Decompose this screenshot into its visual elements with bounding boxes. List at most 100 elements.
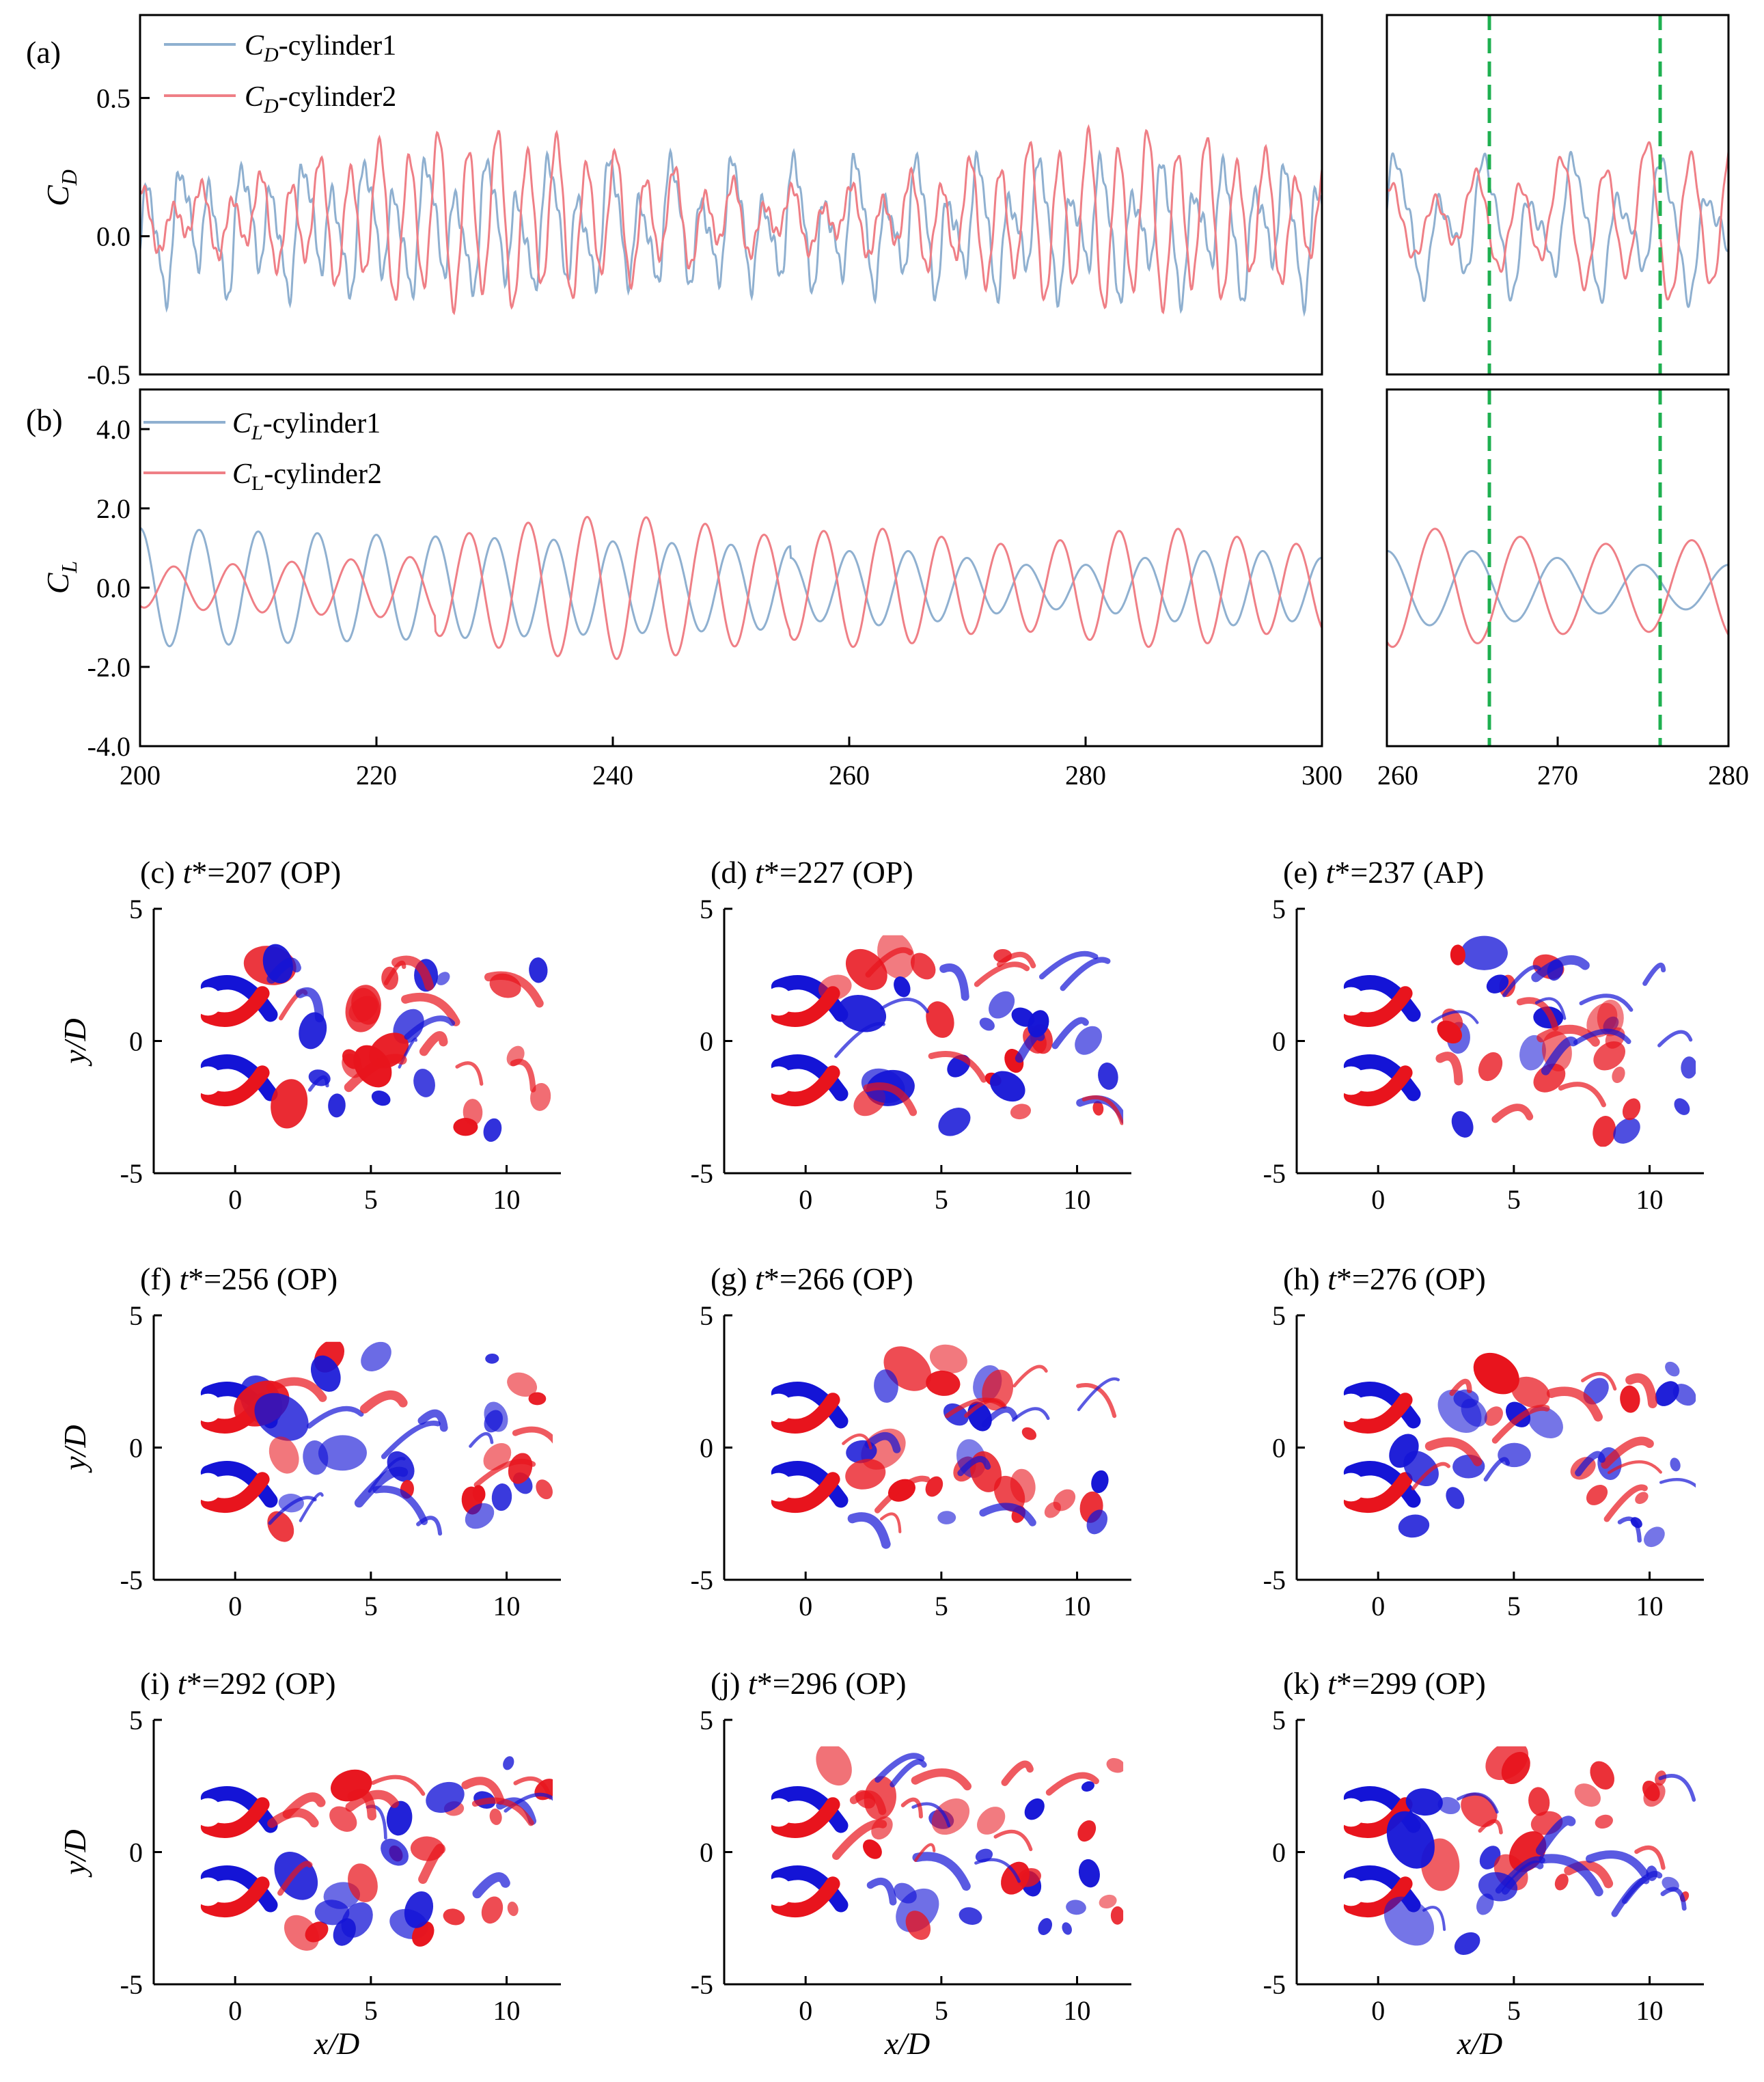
axes-frame-b-inset [1386,388,1730,748]
vortex [1674,1098,1690,1115]
vorticity-panels: (c) t*=207 (OP) 5 0 -5 0 5 10 y/D (d) t*=227 (OP… [57,855,1704,2061]
vortex-streak [1541,1037,1578,1076]
vortex-streak [1478,1819,1503,1835]
vorticity-field [771,1746,1124,1941]
vortex-streak [1601,1436,1654,1469]
shear-layer-pos [771,1876,840,1917]
vortex [413,1069,435,1097]
cylinder [764,987,793,1016]
cylinder [193,1877,223,1906]
vort-xtick-label: 10 [493,1184,521,1215]
vortex-streak [945,1397,1006,1419]
panel-title: (k) t*=299 (OP) [1283,1666,1486,1701]
vortex [1451,1111,1474,1138]
vortex-streak [1015,1029,1045,1063]
vortex [1011,1007,1035,1027]
ylabel-cl: CL [40,561,81,594]
legend-b: CL-cylinder1 CL-cylinder2 [143,408,382,495]
vortex-streak [1536,1024,1600,1047]
cl-series-cylinder2 [1386,528,1730,648]
vortex [303,1440,329,1475]
vortex [310,1355,341,1392]
vortex-streak [268,1496,317,1525]
vortex [1498,1442,1531,1468]
vortex [1453,1389,1479,1408]
vortex [1044,1501,1061,1518]
xtick-label-main: 300 [1301,760,1342,791]
vortex [491,1483,512,1511]
vortex-streak [1659,1478,1696,1488]
vortex-streak [1431,1010,1479,1024]
vortex-streak [981,1406,1018,1427]
vortex-streak [354,1466,409,1508]
vortex [1519,1035,1546,1071]
panel-title: (c) t*=207 (OP) [140,855,341,890]
vort-xtick-label: 10 [1636,1995,1664,2026]
vortex-streak [974,961,1030,987]
vortex-streak [1657,1030,1693,1047]
axes-frame-a-inset [1386,14,1730,376]
vortex [1389,1434,1419,1468]
vortex-streak [1581,1371,1617,1391]
vort-xtick-label: 5 [935,1591,948,1621]
vortex-streak [1435,1052,1463,1086]
vortex [426,1781,465,1813]
vortex [1086,1509,1108,1535]
cylinder [1336,1473,1366,1502]
xtick-label-main: 200 [120,760,161,791]
vortex-streak [1558,1082,1606,1108]
vortex [910,953,936,980]
vortex-streak [1575,1451,1606,1477]
vortex [1620,1385,1640,1413]
vortex [1478,1052,1503,1082]
vortex-streak [914,1843,936,1862]
vortex-streak [912,1852,971,1891]
vort-xtick-label: 0 [1371,1184,1385,1215]
vortex [271,1079,308,1129]
ytick-label-b: -2.0 [87,652,130,683]
cylinder [193,1393,223,1423]
vortex-streak [939,963,969,1001]
vortex-streak [1516,997,1559,1031]
ytick-label-b: -4.0 [87,731,130,762]
vortex-streak [299,1492,324,1522]
vortex [1574,1783,1601,1807]
vortex-streak [391,955,435,991]
vort-ytick-label: 0 [700,1837,713,1868]
shear-layer-pos [1343,1065,1413,1106]
cylinder [193,1798,223,1827]
xtick-label-inset: 270 [1537,760,1578,791]
vortex [1590,1761,1614,1790]
vortex [386,1800,413,1836]
ytick-label-b: 0.0 [96,573,130,603]
vortex [1383,1896,1435,1946]
shear-layer-pos [771,1393,840,1434]
vortex-streak [993,1829,1033,1852]
vortex [284,1915,319,1951]
vortex [1486,974,1509,994]
vortex [1511,1376,1550,1408]
vorticity-field [771,1344,1120,1549]
vort-ytick-label: 0 [1272,1026,1286,1057]
vortex [329,1806,357,1832]
vortex-streak [461,1777,505,1805]
shear-layer-pos [200,1797,270,1838]
vort-ylabel: y/D [57,1425,92,1473]
shear-layer-neg [200,1054,278,1101]
vort-ytick-label: 0 [1272,1433,1286,1464]
vortex-streak [1483,1457,1511,1482]
vortex [507,1902,519,1917]
axes-frame-b [139,388,1323,748]
vortex-streak [1457,1792,1499,1814]
vortex [1681,1056,1696,1079]
vortex-streak [472,1872,510,1899]
panel-title: (e) t*=237 (AP) [1283,855,1484,890]
vortex [1612,1067,1625,1084]
vorticity-panel-g: (g) t*=266 (OP) 5 0 -5 0 5 10 [691,1261,1131,1621]
vort-xtick-label: 5 [364,1184,378,1215]
vort-xtick-label: 5 [364,1995,378,2026]
legend-a-text-cyl2: CD-cylinder2 [245,81,396,118]
vortex-streak [866,1877,897,1906]
vortex [1110,1906,1124,1925]
vort-xtick-label: 10 [1064,1995,1091,2026]
